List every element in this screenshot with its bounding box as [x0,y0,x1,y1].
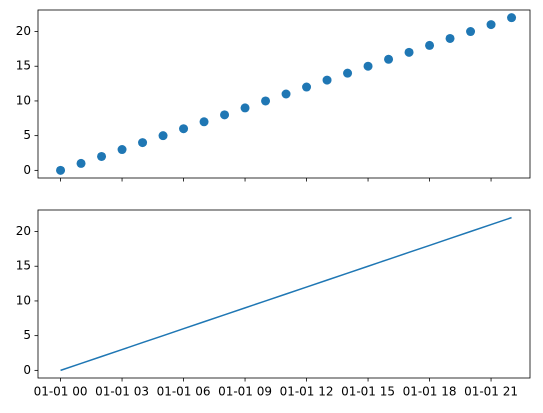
axes-frame [37,9,531,179]
point [281,89,291,99]
axes-frame [37,209,531,379]
x-tick-label: 01-01 12 [280,385,334,399]
y-tick-label: 0 [23,363,31,377]
point [97,151,107,161]
x-tick-label: 01-01 00 [34,385,88,399]
point [158,131,168,141]
point [179,124,189,134]
y-tick-label: 5 [23,328,31,342]
point [445,33,455,43]
point [384,54,394,64]
point [261,96,271,106]
point [220,110,230,120]
point [363,61,373,71]
y-tick-label: 20 [16,224,31,238]
x-tick-label: 01-01 15 [341,385,395,399]
x-tick-label: 01-01 09 [218,385,272,399]
point [507,13,517,23]
point [425,40,435,50]
point [56,165,66,175]
y-tick-label: 10 [16,293,31,307]
point [466,27,476,37]
y-tick-label: 20 [16,24,31,38]
x-tick-label: 01-01 03 [95,385,149,399]
y-tick-label: 5 [23,128,31,142]
x-tick-label: 01-01 18 [403,385,457,399]
x-tick-label: 01-01 21 [464,385,518,399]
point [343,68,353,78]
y-tick-label: 15 [16,259,31,273]
point [240,103,250,113]
point [138,138,148,148]
point [302,82,312,92]
point [404,47,414,57]
y-tick-label: 15 [16,59,31,73]
y-tick-label: 0 [23,163,31,177]
point [76,158,86,168]
point [322,75,332,85]
point [199,117,209,127]
x-tick-label: 01-01 06 [157,385,211,399]
point [117,145,127,155]
point [486,20,496,30]
line [60,216,512,372]
y-tick-label: 10 [16,93,31,107]
